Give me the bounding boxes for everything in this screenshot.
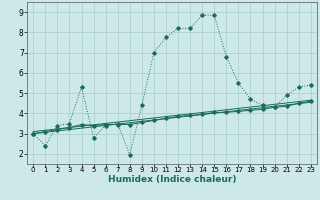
X-axis label: Humidex (Indice chaleur): Humidex (Indice chaleur) [108,175,236,184]
